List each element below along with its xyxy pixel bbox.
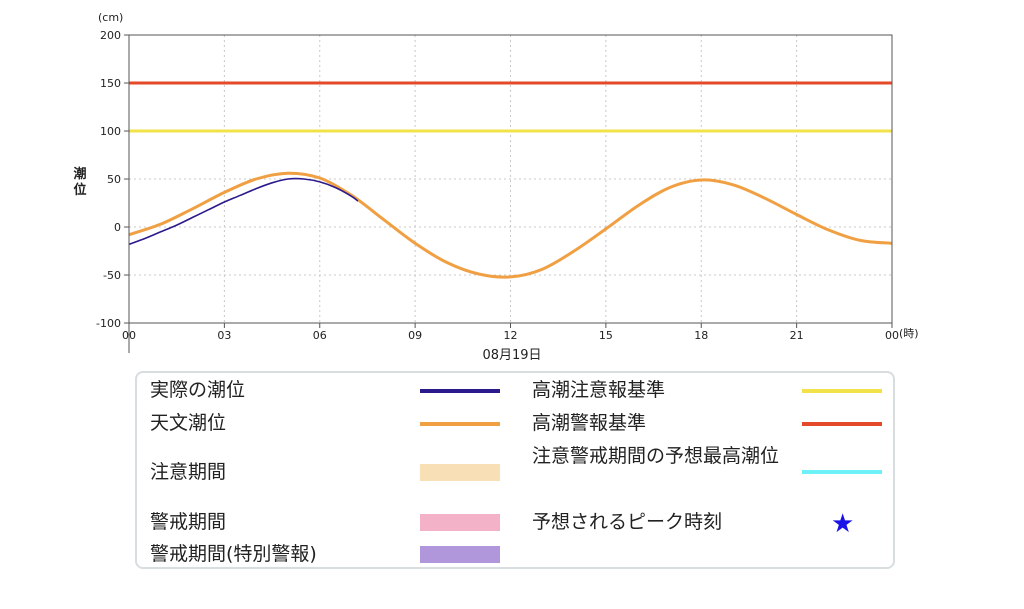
y-axis-title-char: 位 <box>73 182 86 198</box>
legend-label-actual: 実際の潮位 <box>150 379 246 401</box>
series-lines <box>128 171 893 279</box>
legend-label-predicted-max: 注意警戒期間の予想最高潮位 <box>532 445 780 467</box>
y-tick-label: 150 <box>100 77 121 90</box>
legend-swatch-warning-period <box>420 514 500 531</box>
x-tick-label: 21 <box>790 329 804 342</box>
date-label: 08月19日 <box>482 348 541 363</box>
legend: 実際の潮位 天文潮位 注意期間 警戒期間 警戒期間(特別警報) 高潮注意報基準 … <box>135 371 895 569</box>
star-icon: ★ <box>831 509 855 539</box>
legend-label-advisory-level: 高潮注意報基準 <box>532 379 666 401</box>
actual-tide-line <box>128 177 359 246</box>
y-tick-label: -50 <box>103 269 121 282</box>
legend-label-special-warning-period: 警戒期間(特別警報) <box>150 543 317 565</box>
legend-label-caution-period: 注意期間 <box>150 461 227 483</box>
x-tick-label: 09 <box>408 329 422 342</box>
legend-swatch-predicted-max <box>802 470 882 474</box>
legend-label-astronomical: 天文潮位 <box>150 412 227 434</box>
legend-swatch-astronomical <box>420 422 500 426</box>
x-tick-label: 12 <box>504 329 518 342</box>
legend-swatch-advisory-level <box>802 389 882 393</box>
astronomical-tide-line <box>128 171 893 279</box>
legend-swatch-warning-level <box>802 422 882 426</box>
y-unit-label: (cm) <box>98 11 123 24</box>
legend-label-warning-period: 警戒期間 <box>150 511 227 533</box>
x-tick-label: 03 <box>217 329 231 342</box>
y-tick-label: 0 <box>114 221 121 234</box>
x-tick-label: 00 <box>885 329 899 342</box>
legend-label-warning-level: 高潮警報基準 <box>532 412 647 434</box>
legend-swatch-actual <box>420 389 500 393</box>
chart-grid <box>129 35 892 323</box>
legend-swatch-special-warning-period <box>420 546 500 563</box>
legend-swatch-caution-period <box>420 464 500 481</box>
y-tick-label: 200 <box>100 29 121 42</box>
x-tick-label: 15 <box>599 329 613 342</box>
threshold-lines <box>129 81 892 133</box>
x-tick-label: 06 <box>313 329 327 342</box>
x-unit-label: (時) <box>899 327 919 340</box>
y-axis-title-char: 潮 <box>73 166 86 182</box>
y-axis-title: 潮位 <box>73 166 86 198</box>
x-tick-label: 18 <box>694 329 708 342</box>
y-tick-label: -100 <box>96 317 121 330</box>
y-tick-label: 50 <box>107 173 121 186</box>
y-tick-label: 100 <box>100 125 121 138</box>
legend-label-peak-time: 予想されるピーク時刻 <box>532 511 723 533</box>
